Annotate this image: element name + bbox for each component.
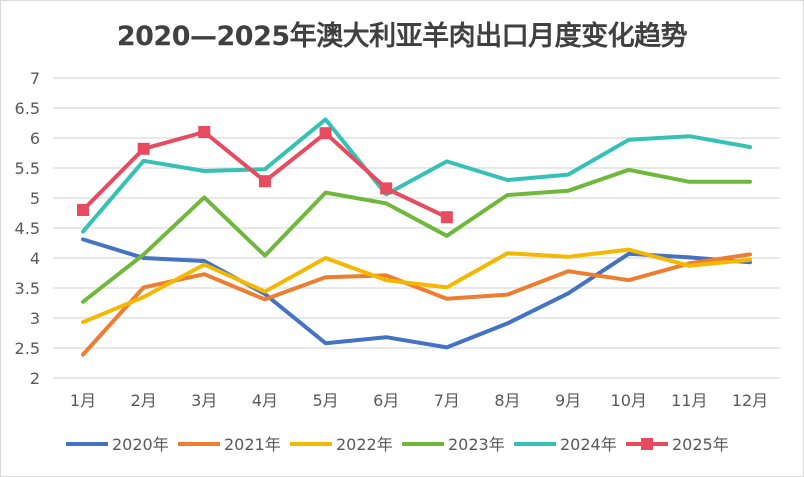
y-tick-label: 5.5 <box>15 159 40 178</box>
data-point-marker <box>77 204 89 216</box>
x-tick-label: 9月 <box>555 391 581 410</box>
x-tick-label: 10月 <box>611 391 647 410</box>
x-tick-label: 11月 <box>671 391 707 410</box>
y-tick-label: 3 <box>30 309 40 328</box>
y-tick-label: 6.5 <box>15 99 40 118</box>
y-tick-label: 6 <box>30 129 40 148</box>
y-tick-label: 5 <box>30 189 40 208</box>
legend-label: 2024年 <box>560 435 617 454</box>
series-line-2020年 <box>81 237 752 350</box>
data-point-marker <box>258 175 271 188</box>
series-line-2024年 <box>81 117 752 234</box>
y-tick-label: 7 <box>30 69 40 88</box>
legend-label: 2022年 <box>336 435 393 454</box>
legend-label: 2025年 <box>672 435 729 454</box>
y-tick-label: 4.5 <box>15 219 40 238</box>
x-tick-label: 2月 <box>131 391 157 410</box>
y-tick-label: 2 <box>30 369 40 388</box>
data-point-marker <box>380 182 393 195</box>
legend-marker <box>641 438 653 450</box>
series-line-2023年 <box>81 167 752 304</box>
y-tick-label: 4 <box>30 249 40 268</box>
x-tick-label: 6月 <box>373 391 399 410</box>
data-point-marker <box>198 126 211 138</box>
data-point-marker <box>440 211 453 224</box>
legend-label: 2020年 <box>112 435 169 454</box>
y-tick-label: 2.5 <box>15 339 40 358</box>
series-line-2022年 <box>81 247 752 325</box>
legend-label: 2023年 <box>448 435 505 454</box>
x-tick-label: 4月 <box>252 391 278 410</box>
data-point-marker <box>137 142 150 155</box>
chart-title: 2020—2025年澳大利亚羊肉出口月度变化趋势 <box>116 21 688 52</box>
series-line-2021年 <box>81 252 752 357</box>
x-tick-label: 5月 <box>312 391 338 410</box>
x-tick-label: 12月 <box>732 391 768 410</box>
y-tick-label: 3.5 <box>15 279 40 298</box>
x-tick-label: 8月 <box>494 391 520 410</box>
legend-label: 2021年 <box>224 435 281 454</box>
data-point-marker <box>319 127 332 140</box>
x-tick-label: 3月 <box>191 391 217 410</box>
x-tick-label: 7月 <box>434 391 460 410</box>
x-tick-label: 1月 <box>70 391 96 410</box>
